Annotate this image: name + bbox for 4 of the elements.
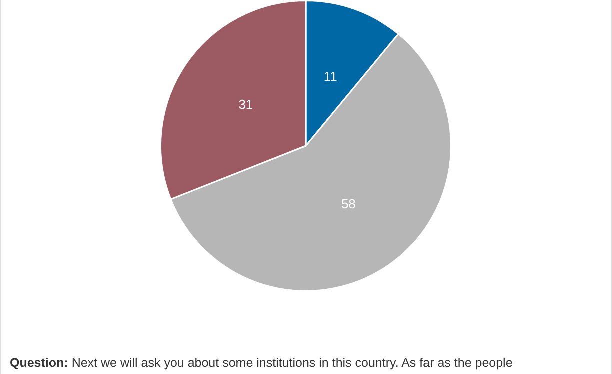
data-label: 58 [341, 196, 356, 212]
data-label: 31 [238, 96, 254, 112]
data-label: 11 [324, 69, 338, 84]
text: Question: Next we will ask you about some institutions in this country. As far as the people [10, 356, 513, 370]
